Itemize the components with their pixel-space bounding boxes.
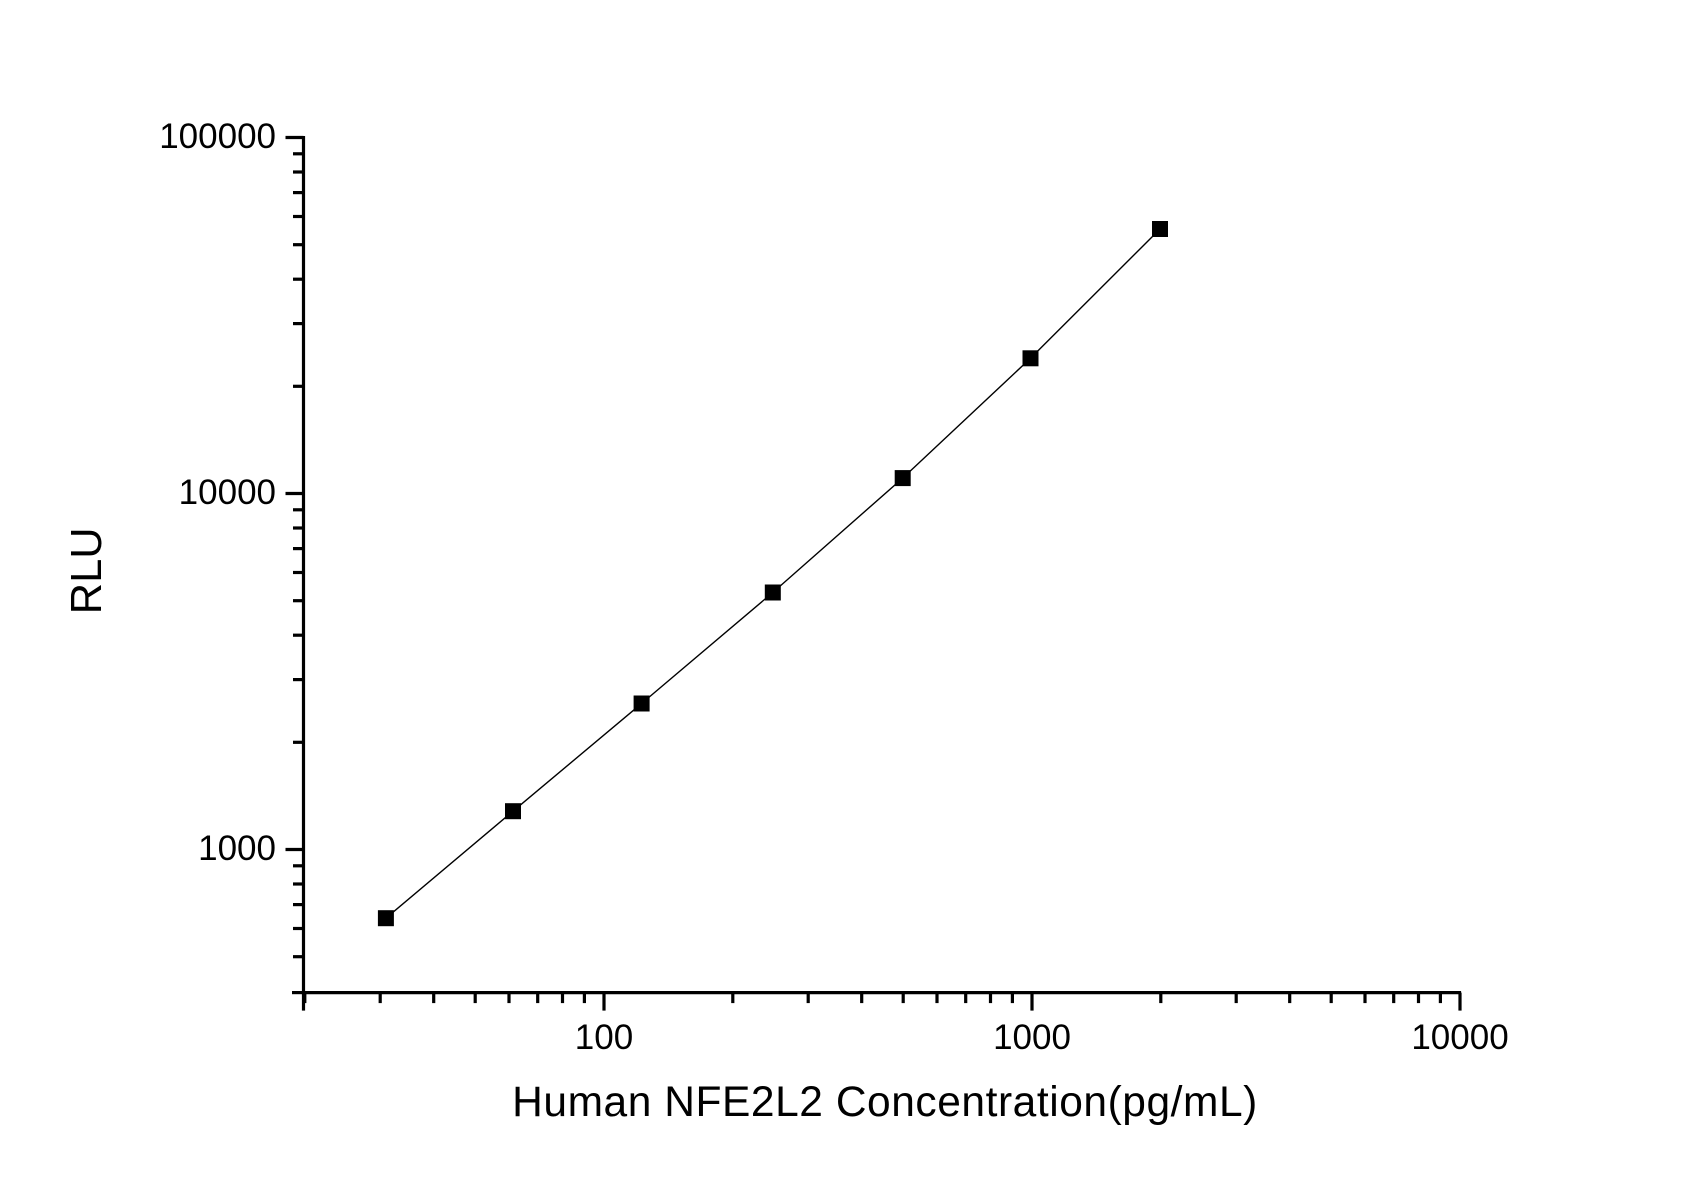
svg-text:100000: 100000 [159,117,276,156]
svg-text:1000: 1000 [993,1018,1071,1057]
svg-text:10000: 10000 [1411,1018,1508,1057]
svg-text:Human NFE2L2 Concentration(pg/: Human NFE2L2 Concentration(pg/mL) [512,1079,1258,1126]
svg-text:1000: 1000 [198,829,276,868]
svg-text:100: 100 [575,1018,633,1057]
svg-text:RLU: RLU [63,527,111,614]
svg-text:10000: 10000 [179,473,276,512]
